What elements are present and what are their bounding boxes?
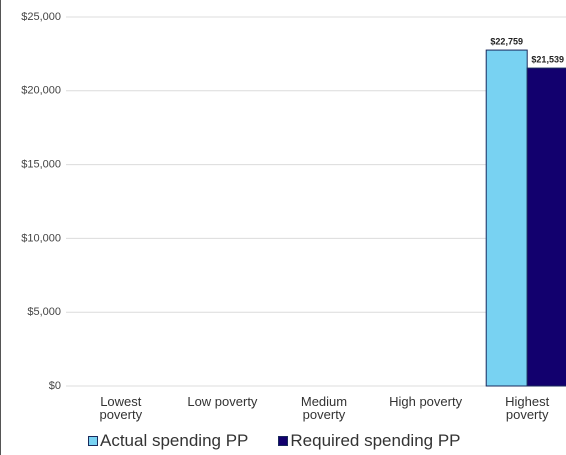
- legend-label: Required spending PP: [290, 431, 461, 450]
- y-tick-label: $0: [49, 380, 61, 392]
- legend-label: Actual spending PP: [100, 431, 249, 450]
- y-tick-label: $25,000: [21, 11, 61, 23]
- bar: [485, 49, 528, 387]
- value-label: $22,759: [490, 36, 523, 46]
- legend: Actual spending PP Required spending PP: [88, 431, 461, 451]
- value-label: $21,539: [531, 54, 564, 64]
- legend-swatch: [88, 436, 98, 446]
- legend-item: Actual spending PP: [88, 431, 248, 451]
- y-tick-label: $10,000: [21, 232, 61, 244]
- legend-item: Required spending PP: [278, 431, 461, 451]
- y-tick-label: $5,000: [27, 306, 61, 318]
- x-tick-label: Low poverty: [187, 394, 258, 409]
- x-tick-label: Medium poverty: [300, 394, 348, 422]
- y-tick-label: $15,000: [21, 159, 61, 171]
- y-tick-label: $20,000: [21, 85, 61, 97]
- legend-swatch: [278, 436, 289, 446]
- bar: [526, 67, 566, 387]
- x-tick-label: Highest poverty: [505, 394, 550, 422]
- x-tick-label: Lowest poverty: [99, 394, 143, 422]
- x-tick-label: High poverty: [389, 394, 463, 409]
